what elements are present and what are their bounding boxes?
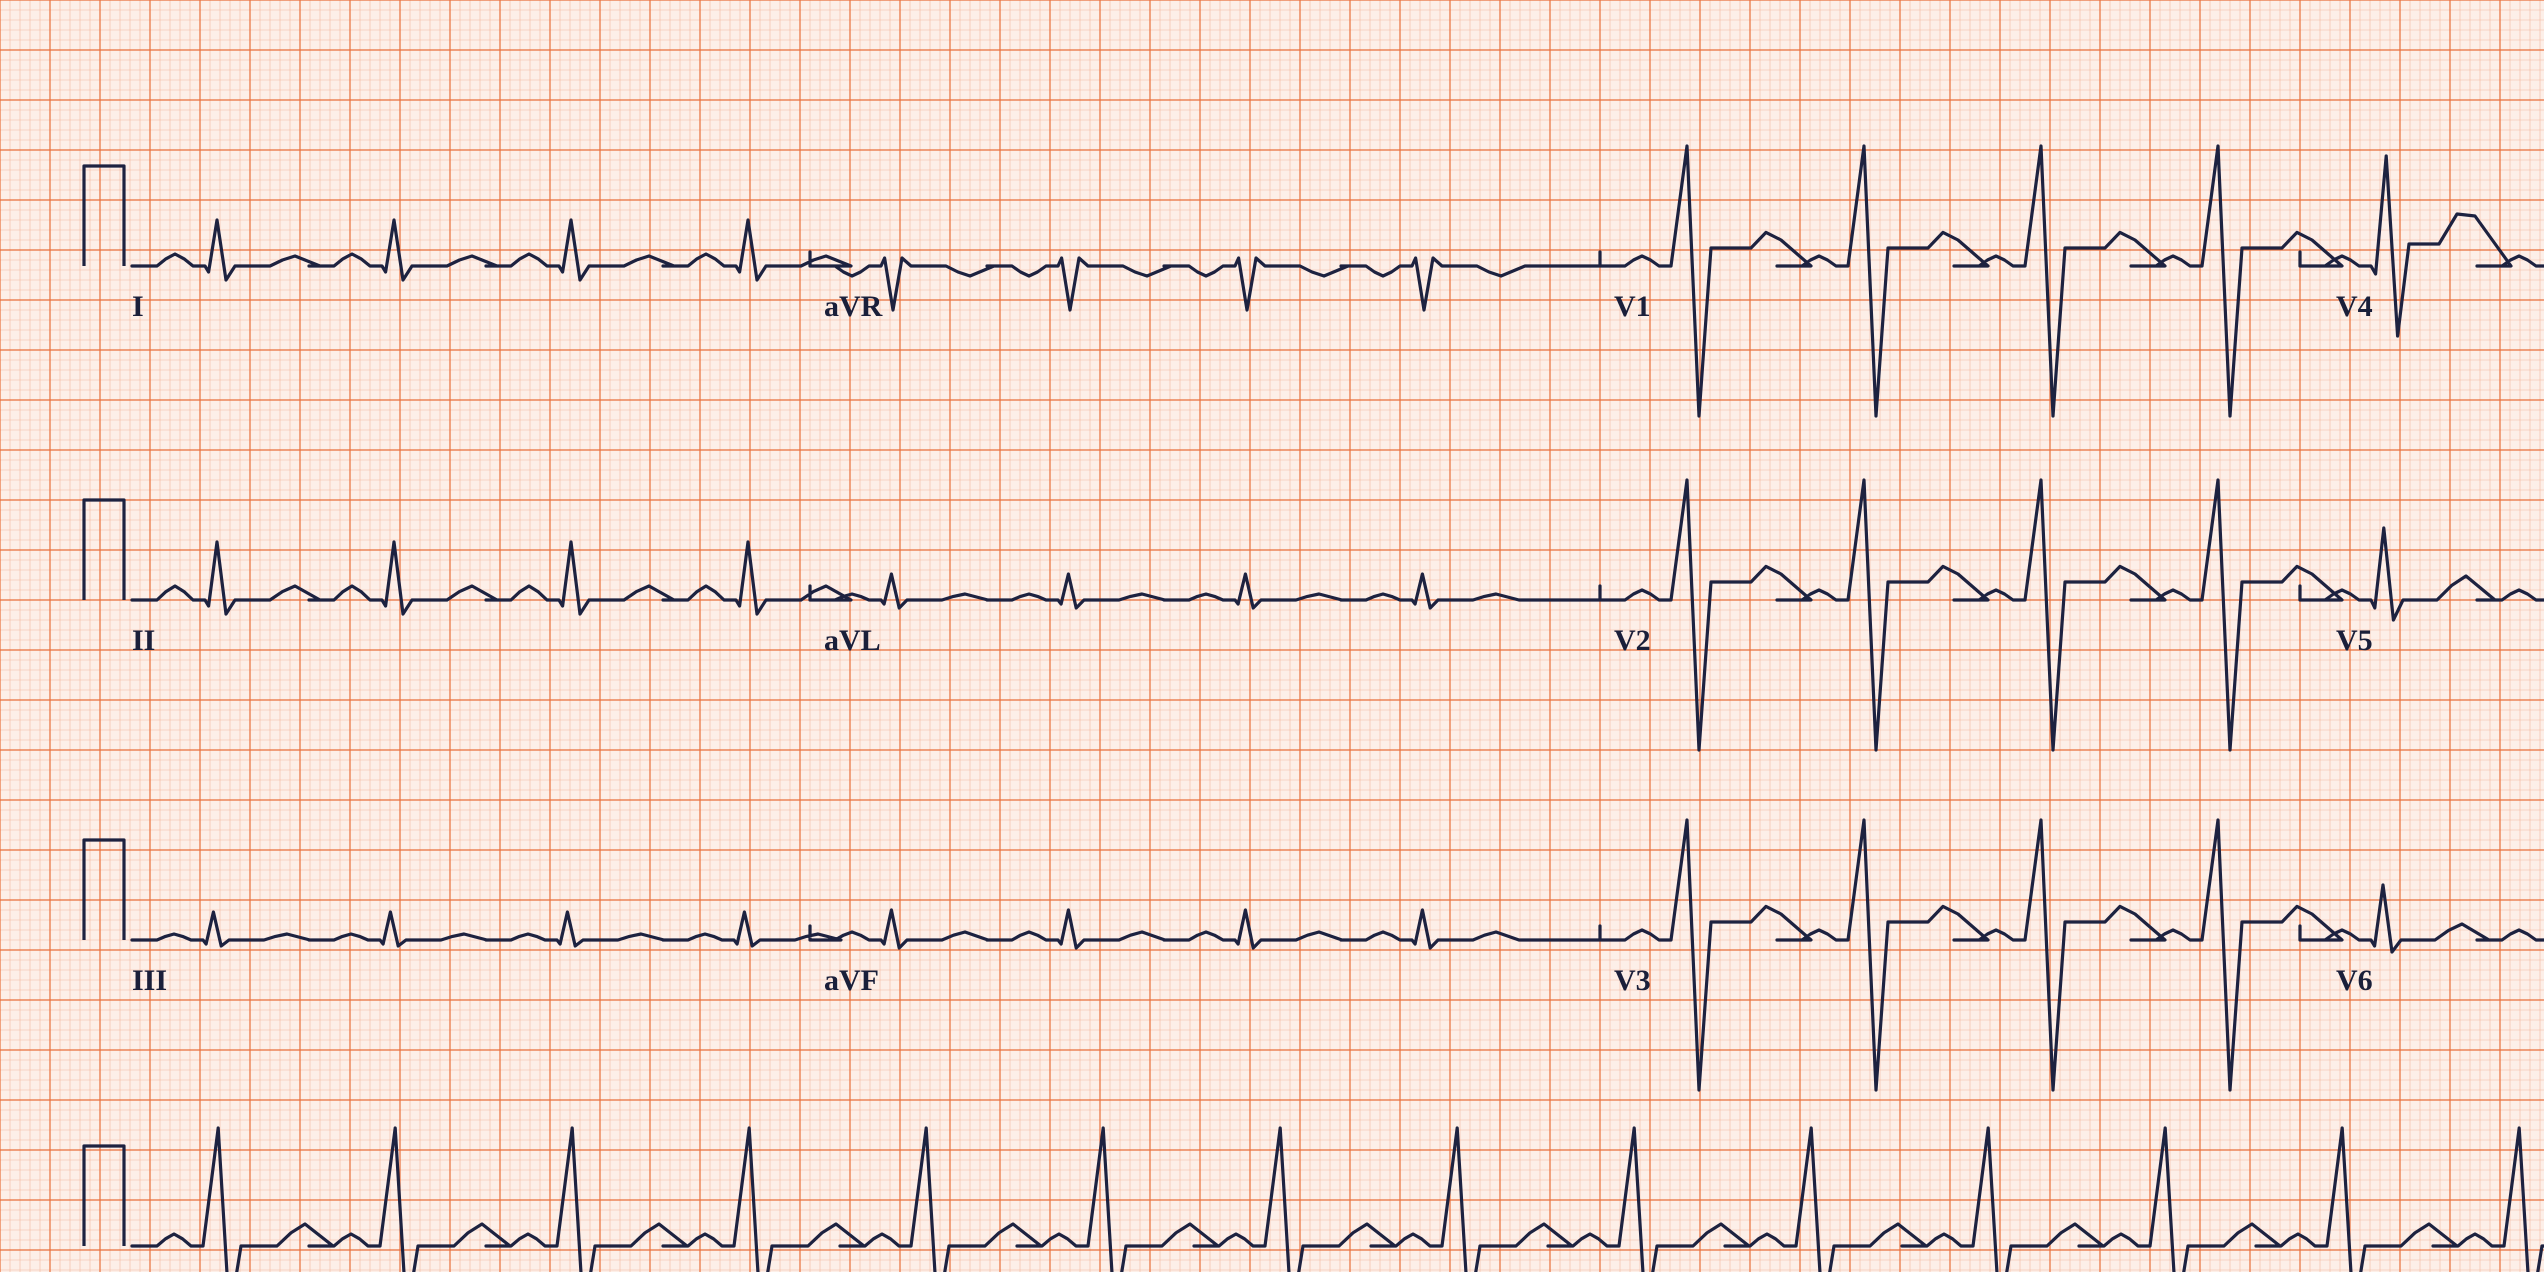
lead-label-III: III [132,964,167,997]
lead-label-aVR: aVR [824,290,883,323]
ecg-chart: IaVRV1V4IIaVLV2V5IIIaVFV3V6V1 [0,0,2544,1272]
lead-label-I: I [132,290,144,323]
lead-label-V5: V5 [2336,624,2373,657]
lead-label-V6: V6 [2336,964,2373,997]
lead-label-aVL: aVL [824,624,881,657]
lead-label-aVF: aVF [824,964,879,997]
lead-label-V3: V3 [1614,964,1651,997]
lead-label-V1: V1 [1614,290,1651,323]
lead-label-II: II [132,624,155,657]
lead-label-V4: V4 [2336,290,2373,323]
lead-label-V2: V2 [1614,624,1651,657]
grid-background [0,0,2544,1272]
